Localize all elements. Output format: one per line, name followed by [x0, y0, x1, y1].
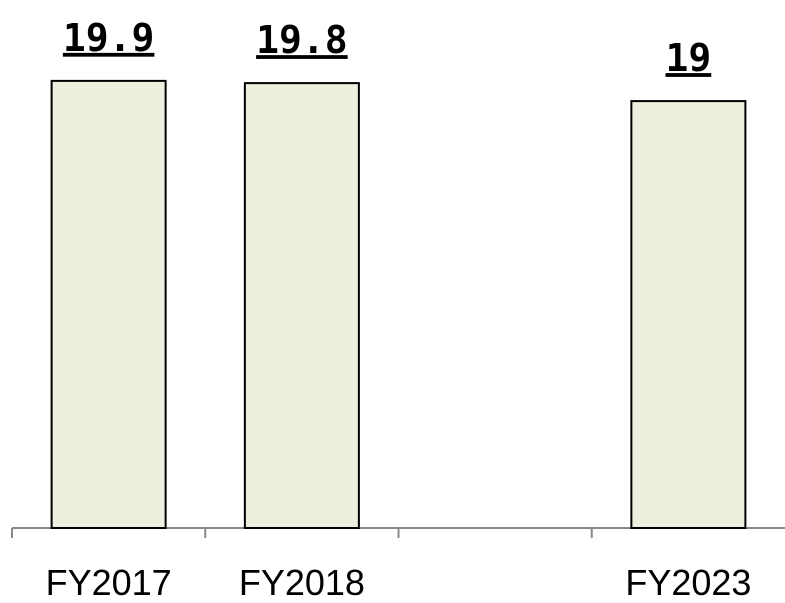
- x-tick-label: FY2017: [46, 562, 172, 603]
- x-tick-label: FY2018: [239, 562, 365, 603]
- bar: [630, 100, 747, 529]
- bar: [50, 79, 167, 530]
- data-label: 19.8: [256, 18, 348, 62]
- bar: [243, 82, 360, 529]
- data-label: 19: [665, 36, 711, 80]
- x-tick-label: FY2023: [625, 562, 751, 603]
- data-label: 19.9: [63, 16, 155, 60]
